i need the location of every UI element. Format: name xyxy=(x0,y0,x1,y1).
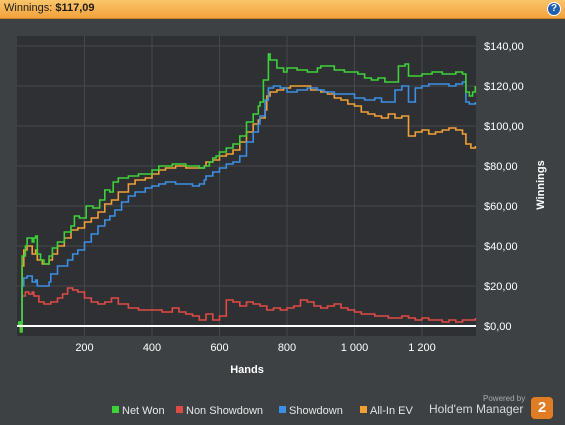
x-tick-label: 1 000 xyxy=(341,342,369,354)
brand-logo-badge: 2 xyxy=(531,397,553,419)
y-tick-label: $100,00 xyxy=(484,121,524,133)
legend-label: Non Showdown xyxy=(186,405,263,417)
y-tick-label: $140,00 xyxy=(484,41,524,53)
grid-lines xyxy=(17,36,476,336)
title-bar: Winnings: $117,09 ? xyxy=(0,0,565,19)
winnings-value: $117,09 xyxy=(55,2,95,14)
y-tick-label: $0,00 xyxy=(484,321,512,333)
series-layer xyxy=(17,53,477,333)
y-tick-label: $80,00 xyxy=(484,161,518,173)
legend-swatch xyxy=(112,406,119,413)
x-axis-ticks: 200 400 600 800 1 000 1 200 xyxy=(75,342,435,354)
x-tick-label: 600 xyxy=(210,342,228,354)
y-tick-label: $20,00 xyxy=(484,281,518,293)
legend-swatch xyxy=(360,406,367,413)
powered-by-label: Powered by xyxy=(483,394,526,403)
y-axis-title: Winnings xyxy=(535,160,547,209)
legend-label: All-In EV xyxy=(370,405,413,417)
legend-swatch xyxy=(176,406,183,413)
y-axis-ticks: $0,00 $20,00 $40,00 $60,00 $80,00 $100,00 $120… xyxy=(484,41,524,333)
legend-label: Net Won xyxy=(122,405,165,417)
x-tick-label: 1 200 xyxy=(408,342,436,354)
y-tick-label: $40,00 xyxy=(484,241,518,253)
y-tick-label: $120,00 xyxy=(484,81,524,93)
brand-name: Hold'em Manager xyxy=(429,402,524,416)
series-line-non-showdown xyxy=(17,287,477,331)
winnings-label: Winnings: xyxy=(4,2,53,14)
legend: Net Won Non Showdown Showdown All-In EV xyxy=(112,405,413,417)
x-axis-title: Hands xyxy=(230,364,264,376)
x-tick-label: 800 xyxy=(278,342,296,354)
winnings-summary: Winnings: $117,09 xyxy=(4,2,95,14)
legend-label: Showdown xyxy=(289,405,343,417)
series-line-net-won xyxy=(17,53,477,333)
series-line-showdown xyxy=(17,81,477,327)
legend-swatch xyxy=(279,406,286,413)
x-tick-label: 200 xyxy=(75,342,93,354)
y-tick-label: $60,00 xyxy=(484,201,518,213)
x-tick-label: 400 xyxy=(143,342,161,354)
help-icon[interactable]: ? xyxy=(547,2,561,16)
